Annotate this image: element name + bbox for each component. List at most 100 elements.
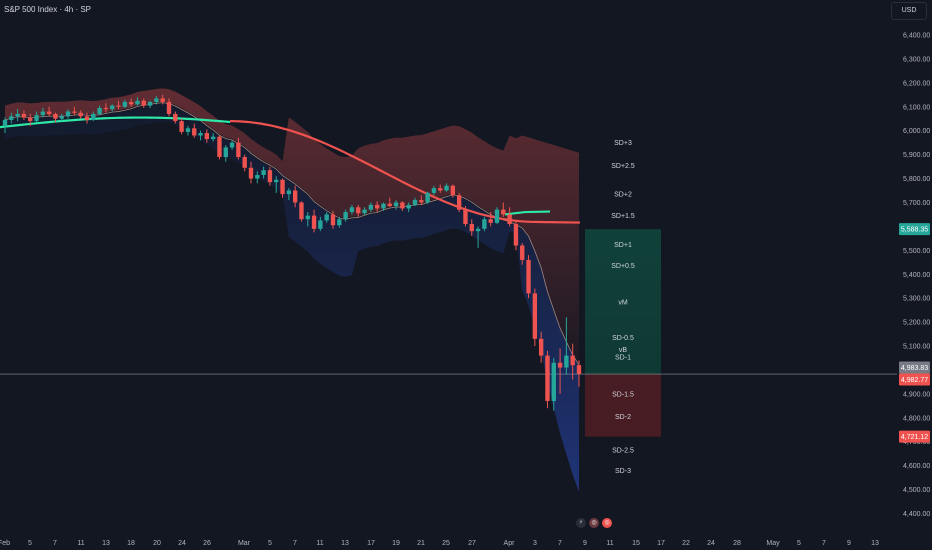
candle-body	[557, 362, 563, 368]
time-tick-label: 9	[847, 540, 851, 547]
time-tick-label: 18	[127, 540, 135, 547]
chart-title: S&P 500 Index · 4h · SP	[4, 5, 92, 14]
candle-body	[343, 212, 348, 220]
candle-body	[368, 204, 374, 210]
candle-body	[59, 116, 64, 119]
candle-body	[400, 202, 405, 209]
time-tick-label: 7	[53, 540, 57, 547]
candle-body	[292, 190, 298, 203]
time-tick-label: 7	[822, 540, 826, 547]
candle-body	[526, 259, 531, 294]
sd-level-label: SD+3	[614, 140, 632, 147]
earnings-icon[interactable]: ◎	[602, 518, 612, 528]
candle-body	[173, 113, 178, 122]
volatility-bands	[5, 88, 579, 492]
time-tick-label: 27	[468, 540, 476, 547]
time-tick-label: 22	[682, 540, 690, 547]
candle-body	[475, 228, 481, 232]
price-tick-label: 5,500.00	[903, 248, 930, 255]
candle-body	[128, 101, 134, 105]
price-tick-label: 5,300.00	[903, 296, 930, 303]
candle-body	[236, 142, 241, 158]
currency-button[interactable]: USD	[891, 2, 927, 20]
candle-body	[564, 355, 569, 368]
time-tick-label: Apr	[504, 540, 516, 547]
price-tick-label: 4,700.00	[903, 439, 930, 446]
sd-level-label: SD-2	[615, 414, 631, 421]
time-tick-label: May	[766, 540, 780, 547]
price-tick-label: 6,200.00	[903, 80, 930, 87]
time-axis[interactable]: Feb 5 7 11 13 18 20 24 26 Mar 5 7 11 13 17 19 21 25 27 Apr 3…	[0, 540, 879, 547]
time-tick-label: 11	[316, 540, 323, 547]
candle-body	[154, 98, 159, 102]
price-tick-label: 5,200.00	[903, 320, 930, 327]
price-label-last: 4,982.77	[901, 377, 928, 384]
price-label-last-bg	[899, 373, 930, 386]
candle-body	[393, 202, 399, 207]
time-tick-label: 19	[392, 540, 400, 547]
lightning-icon[interactable]: ⚡	[576, 518, 586, 528]
event-icon[interactable]: ◎	[589, 518, 599, 528]
time-tick-label: 13	[341, 540, 349, 547]
time-tick-label: 13	[871, 540, 879, 547]
sd-level-label: SD+2	[614, 192, 632, 199]
candle-body	[305, 215, 310, 220]
candle-body	[147, 101, 153, 106]
candle-body	[356, 207, 361, 214]
candle-body	[9, 116, 14, 120]
price-tick-label: 6,400.00	[903, 33, 930, 40]
sd-level-label: SD-1.5	[612, 391, 634, 398]
sd-level-label: vM	[618, 300, 628, 307]
candle-body	[438, 188, 443, 191]
candle-body	[311, 215, 317, 229]
candle-body	[576, 365, 582, 375]
candle-body	[513, 224, 519, 246]
price-label-mid-bg	[899, 361, 930, 374]
sd-level-label: SD-3	[615, 468, 631, 475]
candle-body	[431, 188, 437, 193]
bullish-mean-line-recent	[504, 210, 551, 216]
time-tick-label: 7	[558, 540, 562, 547]
time-tick-label: 3	[533, 540, 537, 547]
candle-body	[204, 133, 210, 140]
candle-body	[46, 111, 52, 114]
candle-body	[456, 195, 462, 210]
upper-band	[5, 88, 579, 364]
candle-body	[185, 128, 191, 132]
candle-body	[135, 100, 140, 105]
time-tick-label: 13	[102, 540, 110, 547]
candle-body	[450, 185, 456, 196]
candle-body	[469, 224, 474, 232]
candle-body	[520, 245, 525, 260]
moving-average-line	[4, 102, 580, 366]
candle-body	[21, 113, 27, 118]
price-tick-label: 4,400.00	[903, 511, 930, 518]
price-tick-label: 5,400.00	[903, 272, 930, 279]
candle-body	[551, 362, 556, 402]
time-tick-label: 17	[367, 540, 375, 547]
sd-level-label: SD+1.5	[611, 213, 635, 220]
price-label-green: 5,588.35	[901, 227, 928, 234]
time-tick-label: 21	[417, 540, 425, 547]
candle-body	[248, 167, 254, 179]
sd-level-label: SD+1	[614, 242, 632, 249]
time-tick-label: 9	[583, 540, 587, 547]
price-tick-label: 6,000.00	[903, 128, 930, 135]
candle-body	[463, 209, 468, 225]
candle-body	[2, 119, 8, 126]
candle-body	[267, 170, 273, 183]
time-tick-label: 17	[657, 540, 665, 547]
candle-body	[362, 209, 367, 214]
price-labels: 5,588.35 4,983.83 4,982.77 4,721.12	[899, 223, 930, 443]
profit-zone	[585, 229, 661, 375]
price-axis[interactable]: 6,400.00 6,300.00 6,200.00 6,100.00 6,000.00…	[903, 33, 930, 519]
loss-zone	[585, 374, 661, 437]
candle-body	[374, 204, 380, 209]
candle-body	[110, 105, 115, 110]
time-tick-label: 26	[203, 540, 211, 547]
time-tick-label: 15	[632, 540, 640, 547]
candle-body	[179, 121, 184, 132]
sd-level-label: SD-2.5	[612, 448, 634, 455]
price-tick-label: 6,100.00	[903, 104, 930, 111]
